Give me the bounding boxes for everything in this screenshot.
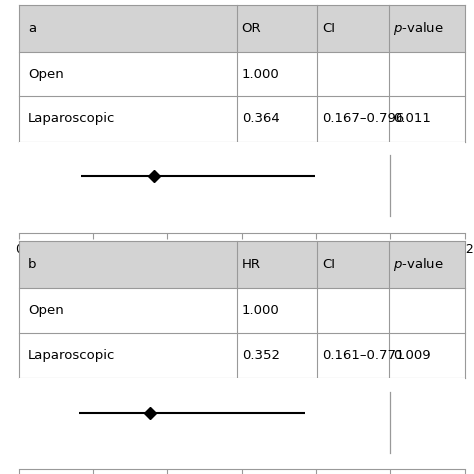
Text: OR: OR <box>242 22 261 35</box>
Text: 0.167–0.796: 0.167–0.796 <box>322 112 404 126</box>
Text: Laparoscopic: Laparoscopic <box>28 112 115 126</box>
Text: HR: HR <box>242 258 261 272</box>
Text: Open: Open <box>28 304 64 317</box>
Text: CI: CI <box>322 258 335 272</box>
Text: Open: Open <box>28 68 64 81</box>
Text: 1.000: 1.000 <box>242 304 280 317</box>
Bar <box>19 52 465 96</box>
Text: 0.352: 0.352 <box>242 349 280 362</box>
Bar <box>19 289 465 333</box>
Text: $p$-value: $p$-value <box>393 20 444 37</box>
Text: CI: CI <box>322 22 335 35</box>
Text: 0.161–0.771: 0.161–0.771 <box>322 349 404 362</box>
Text: Laparoscopic: Laparoscopic <box>28 349 115 362</box>
Text: 1.000: 1.000 <box>242 68 280 81</box>
Text: 0.009: 0.009 <box>393 349 431 362</box>
Bar <box>19 5 465 52</box>
Bar <box>19 96 465 142</box>
Text: a: a <box>28 22 36 35</box>
Text: 0.364: 0.364 <box>242 112 280 126</box>
Text: 0.011: 0.011 <box>393 112 431 126</box>
Bar <box>19 333 465 378</box>
Text: b: b <box>28 258 36 272</box>
Bar <box>19 241 465 289</box>
Text: $p$-value: $p$-value <box>393 256 444 273</box>
